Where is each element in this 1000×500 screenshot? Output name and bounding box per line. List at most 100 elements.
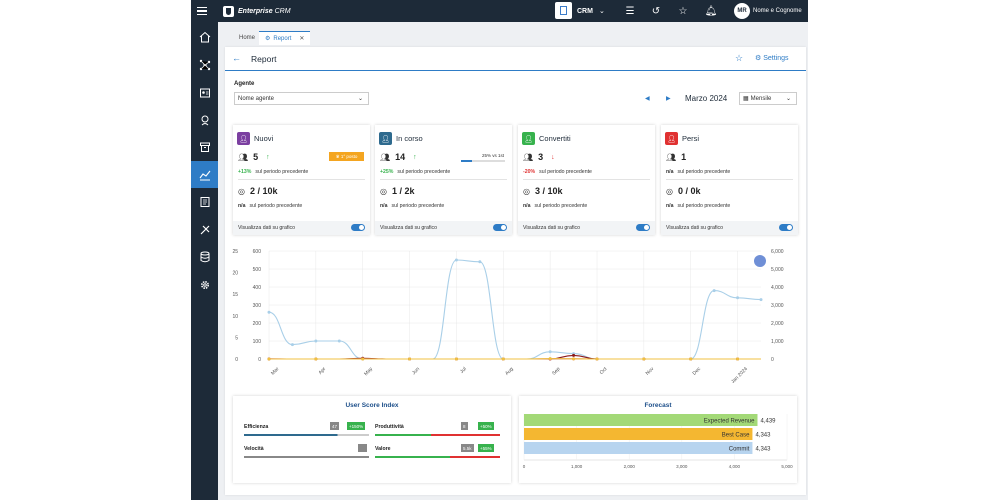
y-axis-tick-label: 6,000 [771,249,784,255]
tab-home-label: Home [239,35,256,41]
chart-toggle[interactable] [636,224,650,231]
x-axis-tick-label: Jan 2024 [730,366,749,383]
kpi-count: 14 [395,152,406,162]
y-axis-tick-label: 15 [232,292,238,298]
kpi-delta: n/a [666,169,674,175]
avatar[interactable]: MR [734,3,750,19]
history-icon[interactable]: ↺ [651,5,661,17]
rank-badge-label: 1° posto [340,154,358,159]
chart-action-button[interactable] [754,255,766,267]
gear-icon[interactable] [191,271,218,298]
x-axis-tick-label: Jun [411,366,421,376]
y-axis-tick-label: 200 [253,321,262,327]
kpi-footer-label: Visualizza dati su grafico [380,225,437,231]
x-axis-tick-label: Oct [599,366,609,376]
kpi-target-delta: n/a [666,203,674,209]
calendar-icon: ▦ [743,96,749,102]
y-axis-tick-label: 0 [235,357,238,363]
x-axis-tick-label: Aug [504,366,515,377]
tab-report[interactable]: ⚙ Report ✕ [259,31,311,45]
y-axis-tick-label: 3,000 [771,303,784,309]
line-chart: 0 5 10 15 20 25 0 100 200 300 400 500 600 0 1,000 2,000… [232,249,784,383]
support-icon[interactable] [191,106,218,133]
home-icon[interactable] [191,23,218,50]
sidebar [191,22,218,500]
score-delta: +150% [347,422,366,430]
gear-icon: ⚙ [265,36,271,42]
period-select[interactable]: ▦ Mensile ⌄ [739,92,797,105]
tools-icon[interactable] [191,216,218,243]
people-icon: 👥︎ [523,152,534,162]
chart-toggle[interactable] [779,224,793,231]
back-arrow-icon[interactable]: ← [232,53,241,63]
y-axis-tick-label: 5,000 [771,267,784,273]
next-month-icon[interactable]: ▶ [666,96,671,102]
chart-toggle[interactable] [351,224,365,231]
previous-month-icon[interactable]: ◀ [645,96,650,102]
kpi-count: 5 [253,152,259,162]
kpi-delta-text: sul periodo precedente [677,169,731,175]
kpi-delta: +13% [238,169,252,175]
divider [238,179,365,180]
top-bar: Enterprise CRM CRM ⌄ ☰ ↺ ☆ 🔔︎ MR Nome e … [191,0,808,22]
score-label: Produttività [375,424,404,430]
rank-badge: ♛ 1° posto [329,152,364,161]
kpi-target-delta-text: sul periodo precedente [391,203,445,209]
chart-toggle[interactable] [493,224,507,231]
kpi-target-total: / 10k [542,186,563,196]
archive-icon[interactable] [191,133,218,160]
close-icon[interactable]: ✕ [299,36,305,42]
y-axis-tick-label: 100 [253,339,262,345]
kpi-delta-text: sul periodo precedente [539,169,592,175]
kpi-target-delta: n/a [380,203,388,209]
user-name[interactable]: Nome e Cognome [753,8,802,14]
kpi-count: 3 [538,152,544,162]
kpi-footer: Visualizza dati su grafico [375,221,512,235]
database-icon[interactable] [191,243,218,270]
x-axis-tick-label: Sep [551,366,562,377]
network-icon[interactable] [191,51,218,78]
x-axis-tick-label: Apr [318,366,328,376]
page-title: Report [251,54,277,64]
data-point [572,357,576,361]
kpi-card-persi: 👤︎ Persi 👥︎ 1 n/a sul periodo precedente ◎ 0… [661,125,798,235]
month-label: Marzo 2024 [685,94,728,103]
divider [523,179,650,180]
kpi-footer-label: Visualizza dati su grafico [238,225,295,231]
logo-icon [223,5,234,17]
chevron-down-icon: ⌄ [785,96,791,102]
kpi-target: 0 [677,186,683,196]
y-axis-tick-label: 4,000 [771,285,784,291]
kpi-target-total: / 0k [685,186,701,196]
chevron-down-icon[interactable]: ⌄ [599,8,605,15]
favorite-star-icon[interactable]: ☆ [735,53,744,63]
kpi-target-delta-text: sul periodo precedente [249,203,303,209]
x-axis-tick-label: 1,000 [571,464,583,469]
x-axis-tick-label: 5,000 [781,464,793,469]
hamburger-menu-icon[interactable] [197,0,209,22]
data-point [454,357,458,361]
module-icon[interactable] [555,2,572,19]
data-point [595,357,599,361]
bar-value-label: 4,439 [760,419,776,425]
report-header: ← Report ☆ ⚙ Settings [225,47,806,71]
score-value: 5.5k [461,444,474,452]
bell-icon[interactable]: 🔔︎ [704,5,718,17]
agent-select[interactable]: Nome agente ⌄ [234,92,369,105]
x-axis-tick-label: 3,000 [676,464,688,469]
documents-icon[interactable] [191,188,218,215]
reports-icon[interactable] [191,161,218,188]
tab-home[interactable]: Home [233,31,261,45]
kpi-target-total: / 10k [257,186,278,196]
star-icon[interactable]: ☆ [678,5,688,17]
module-label[interactable]: CRM [577,7,593,15]
settings-button[interactable]: ⚙ Settings [755,54,789,62]
app-frame: Enterprise CRM CRM ⌄ ☰ ↺ ☆ 🔔︎ MR Nome e … [191,0,808,500]
data-point [314,357,318,361]
arrow-up-icon: ↑ [266,153,270,161]
forecast-bar [524,442,753,454]
contacts-icon[interactable] [191,79,218,106]
chevron-down-icon: ⌄ [357,96,363,102]
tasks-icon[interactable]: ☰ [625,5,635,17]
score-bar [375,456,500,458]
